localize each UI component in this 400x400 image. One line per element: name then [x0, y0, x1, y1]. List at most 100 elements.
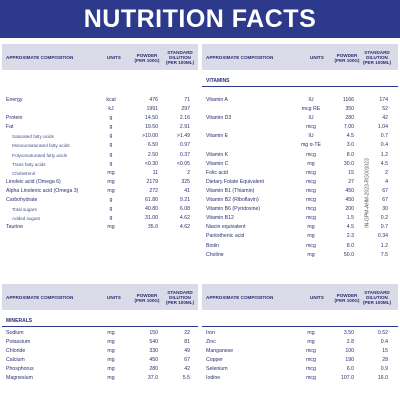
row-powder: 61.80: [145, 197, 158, 204]
header-composition: APPROXIMATE COMPOSITION: [6, 55, 74, 60]
row-label: Folic acid: [206, 169, 228, 176]
row-unit: mcg RE: [301, 106, 321, 113]
row-unit: kJ: [108, 106, 114, 113]
panel-vitamins: APPROXIMATE COMPOSITION UNITS POWDER (pe…: [202, 44, 398, 274]
row-standard: 1.2: [380, 242, 388, 249]
table-row: Trans fatty acids g <0.30 <0.05: [2, 160, 198, 169]
row-powder: 1.5: [346, 215, 354, 222]
row-standard: 2.16: [179, 115, 190, 122]
row-powder: 15: [348, 169, 354, 176]
row-unit: IU: [308, 97, 314, 103]
row-label: Saturated fatty acids: [12, 134, 54, 140]
row-standard: 0.37: [179, 151, 190, 158]
row-label: Niacin equivalent: [206, 224, 246, 231]
row-standard: 7.5: [380, 251, 388, 258]
header-units: UNITS: [310, 55, 324, 60]
row-label: Dietary Folate Equivalent: [206, 178, 264, 185]
table-row: Dietary Folate Equivalent mcg 27 4: [202, 178, 398, 187]
header-standard: STANDARD DILUTION (per 100ml): [165, 290, 195, 305]
row-standard: 5.5: [182, 375, 190, 382]
table-header: APPROXIMATE COMPOSITION UNITS POWDER (pe…: [202, 44, 398, 70]
row-powder: 2.50: [147, 151, 158, 158]
row-unit: g: [109, 197, 113, 204]
table-row: Vitamin A IU 1166 174: [202, 96, 398, 105]
table-row: Total sugars g 40.80 6.08: [2, 205, 198, 214]
row-unit: mg: [107, 375, 115, 382]
row-unit: g: [109, 206, 113, 213]
header-units: UNITS: [107, 295, 121, 300]
row-unit: mg: [307, 251, 315, 258]
row-powder: >10.00: [141, 133, 158, 140]
row-powder: 11: [152, 169, 158, 176]
header-standard: STANDARD DILUTION (per 100ml): [362, 50, 392, 65]
table-row: Saturated fatty acids g >10.00 >1.49: [2, 132, 198, 141]
header-powder: POWDER (per 100g): [334, 53, 360, 63]
row-powder: 8.0: [346, 242, 354, 249]
section-vitamins: VITAMINS: [206, 78, 230, 84]
row-unit: mcg: [306, 124, 316, 131]
row-label: Iron: [206, 330, 215, 336]
row-standard: 2: [385, 169, 388, 176]
row-standard: 0.52: [377, 330, 388, 336]
row-unit: mcg: [306, 206, 316, 213]
row-powder: 200: [345, 206, 354, 213]
row-label: Biotin: [206, 242, 219, 249]
row-label: Manganese: [206, 348, 234, 355]
header-powder: POWDER (per 100g): [134, 53, 160, 63]
row-unit: mcg: [306, 215, 316, 222]
row-standard: 0.7: [380, 224, 388, 231]
table-row: Energy kcal 476 71: [2, 96, 198, 105]
row-label: Iodine: [206, 375, 221, 382]
row-label: Taurine: [6, 224, 24, 231]
row-powder: 6.0: [346, 366, 354, 373]
row-powder: 272: [149, 187, 158, 194]
header-standard: STANDARD DILUTION (per 100ml): [362, 290, 392, 305]
row-label: Calcium: [6, 357, 25, 364]
row-standard: 6.08: [179, 206, 190, 213]
row-powder: 40.80: [145, 206, 158, 213]
row-label: Vitamin C: [206, 160, 229, 167]
row-standard: 9.21: [179, 197, 190, 204]
row-label: Energy: [6, 97, 23, 103]
table-row: Fat g 19.50 2.91: [2, 123, 198, 132]
row-unit: mg: [107, 224, 115, 231]
table-row: Niacin equivalent mg 4.5 0.7: [202, 223, 398, 232]
section-divider: [202, 326, 398, 327]
row-label: Cholesterol: [12, 170, 36, 176]
section-divider: [202, 86, 398, 87]
table-row: Iodine mcg 107.0 16.0: [202, 374, 398, 383]
table-header: APPROXIMATE COMPOSITION UNITS POWDER (pe…: [2, 44, 198, 70]
row-standard: >1.49: [176, 133, 190, 140]
row-unit: mg: [107, 366, 115, 373]
row-unit: kcal: [106, 97, 116, 103]
row-powder: 2.3: [346, 233, 354, 240]
panel-minerals-1: APPROXIMATE COMPOSITION UNITS POWDER (pe…: [2, 284, 198, 398]
row-powder: 8.0: [346, 151, 354, 158]
table-row: Vitamin K mcg 8.0 1.2: [202, 151, 398, 160]
row-standard: 4: [385, 178, 388, 185]
header-units: UNITS: [310, 295, 324, 300]
row-label: Chloride: [6, 348, 26, 355]
row-label: Fat: [6, 124, 14, 131]
row-unit: g: [109, 124, 113, 131]
row-unit: mg: [307, 233, 315, 240]
table-row: Phosphorus mg 280 42: [2, 365, 198, 374]
row-label: Vitamin B12: [206, 215, 234, 222]
row-powder: 190: [345, 357, 354, 364]
header-units: UNITS: [107, 55, 121, 60]
row-label: Vitamin B2 (Riboflavin): [206, 197, 259, 204]
row-standard: 0.4: [380, 142, 388, 149]
row-powder: 100: [345, 348, 354, 355]
header-composition: APPROXIMATE COMPOSITION: [206, 295, 274, 300]
row-powder: 540: [149, 339, 158, 346]
row-powder: 4.5: [346, 224, 354, 231]
table-row: Potassium mg 540 81: [2, 338, 198, 347]
row-unit: g: [109, 115, 113, 122]
header-powder: POWDER (per 100g): [134, 293, 160, 303]
table-row: Vitamin E IU 4.5 0.7: [202, 132, 398, 141]
row-powder: 107.0: [341, 375, 354, 382]
table-row: Manganese mcg 100 15: [202, 347, 398, 356]
row-unit: mg: [107, 330, 115, 336]
table-row: Pantothenic acid mg 2.3 0.34: [202, 232, 398, 241]
row-unit: mg: [107, 339, 115, 346]
